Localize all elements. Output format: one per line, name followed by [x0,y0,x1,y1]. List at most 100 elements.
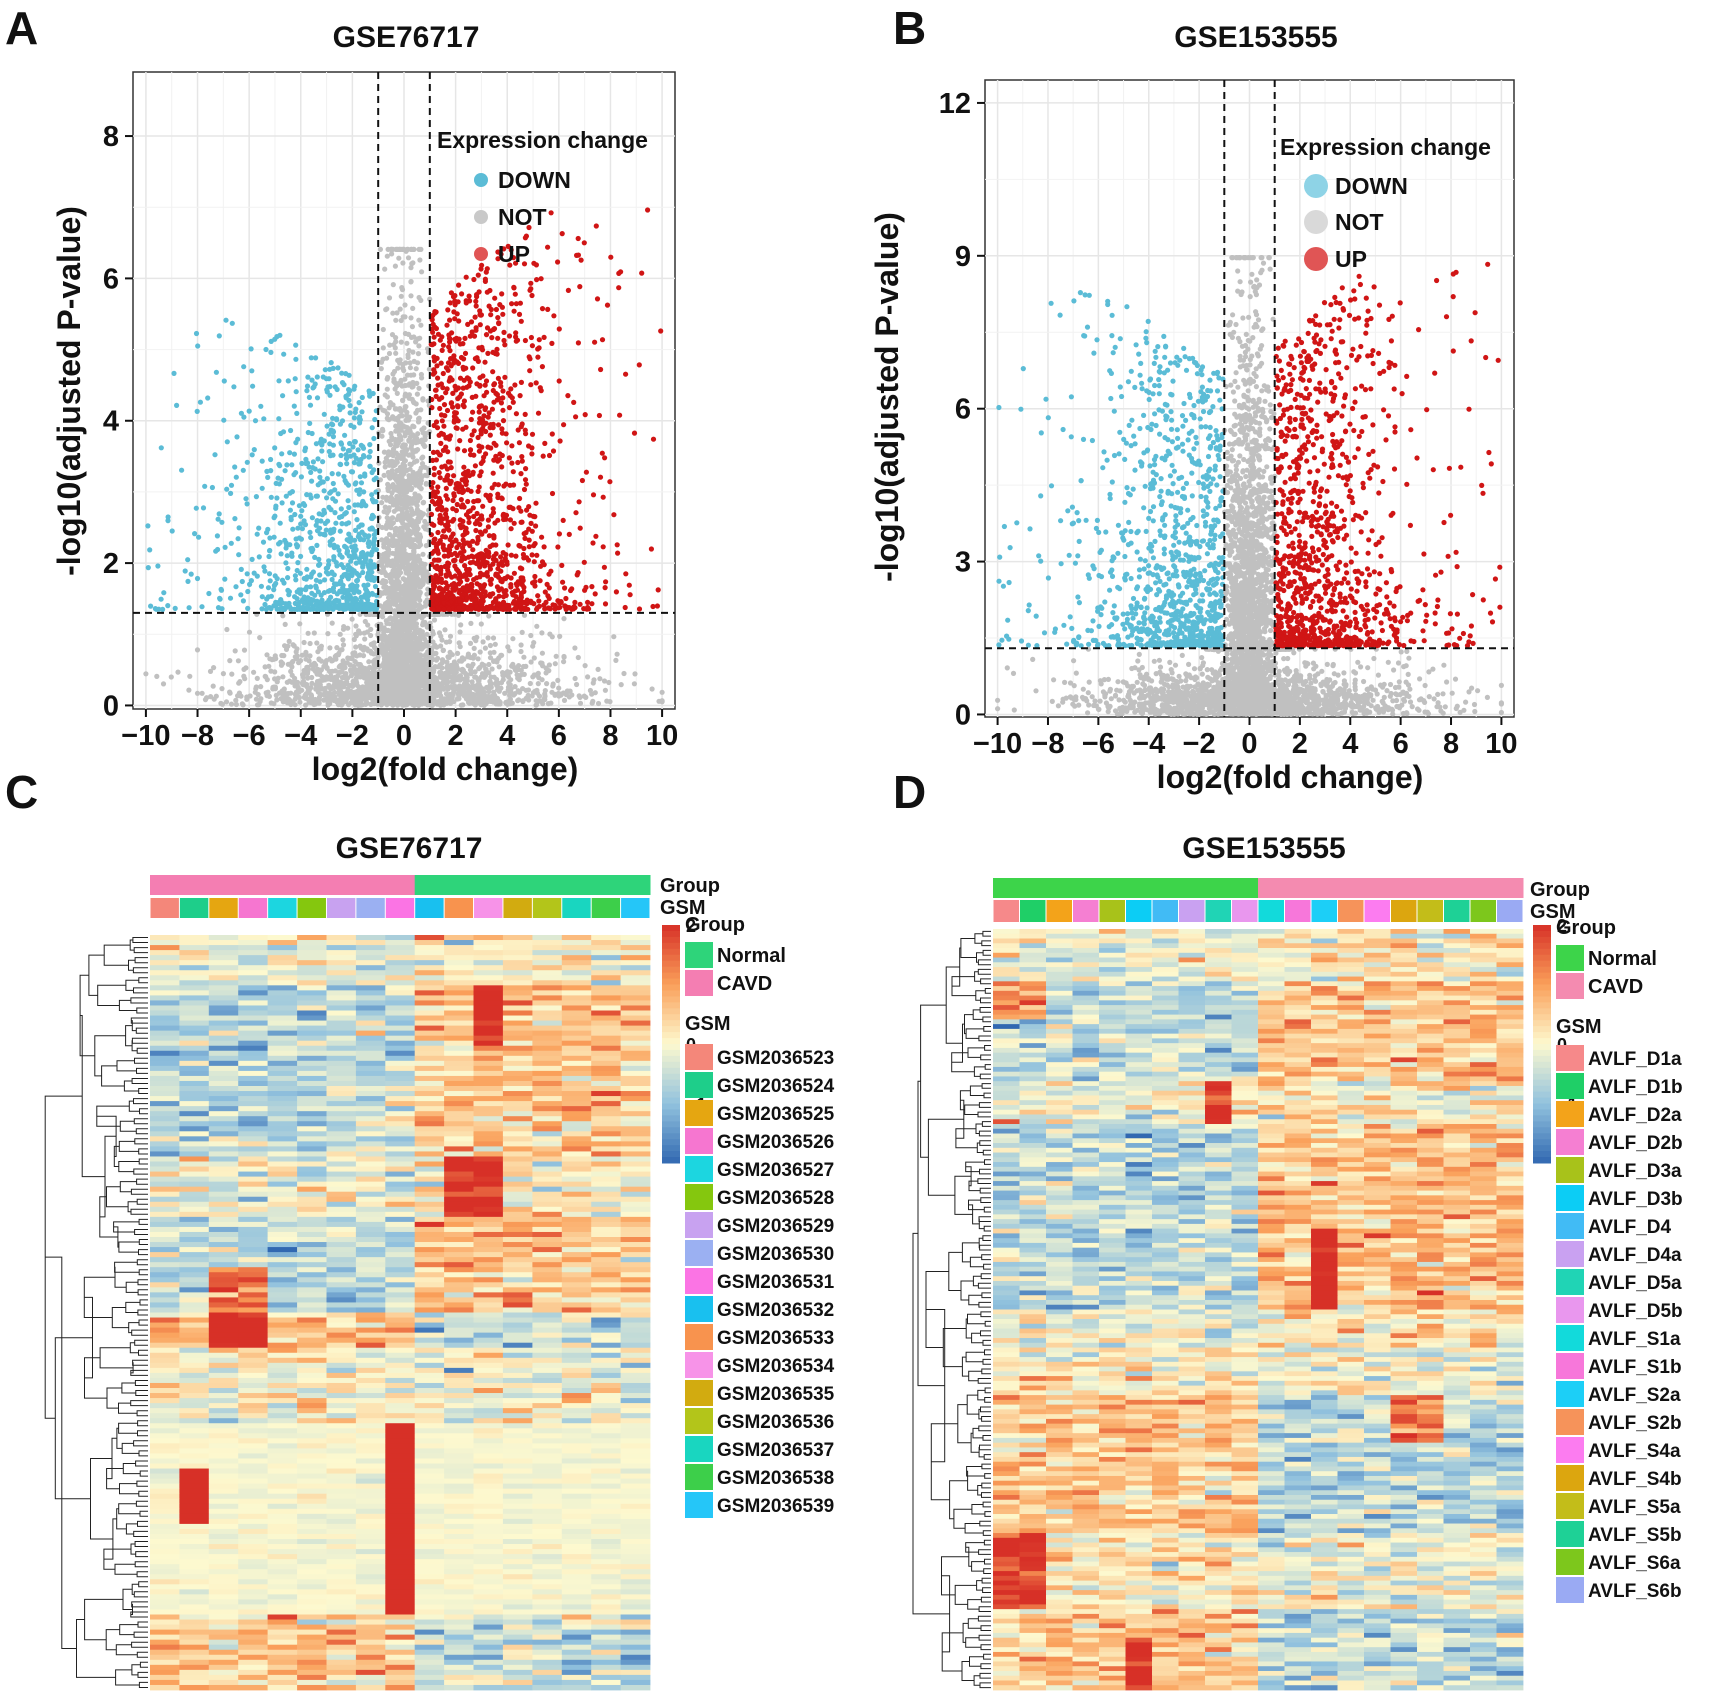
panel-a-point-not-2026 [340,642,347,648]
panel-a-point-down-433 [273,480,279,486]
panel-a-point-down-487 [332,598,338,604]
panel-a-point-not-58 [561,697,568,704]
panel-a-point-not-3418 [417,542,424,548]
panel-a-point-down-867 [324,387,330,393]
panel-a-point-up-184 [536,337,542,343]
panel-a-point-not-3464 [394,659,400,666]
panel-a-point-up-529 [445,472,451,478]
panel-a-point-not-1586 [415,351,421,357]
panel-a-point-up-559 [549,340,555,346]
panel-a-point-not-97 [353,623,359,629]
panel-a-point-down-409 [324,423,330,429]
panel-a-point-down-464 [330,428,336,434]
panel-a-point-up-336 [457,517,463,523]
panel-a-point-not-836 [220,671,226,677]
panel-a-point-down-809 [369,515,375,522]
panel-a-point-down-681 [243,496,249,502]
panel-a-point-down-754 [343,371,349,377]
panel-a-point-down-679 [353,547,359,553]
panel-a-point-not-1188 [492,641,498,647]
panel-a-point-not-2965 [386,405,392,411]
panel-a-point-down-650 [218,586,224,593]
panel-a-point-down-866 [310,465,316,471]
panel-a-point-down-793 [313,493,319,499]
panel-a-point-not-1366 [614,651,620,657]
panel-a-point-not-3160 [186,687,192,693]
panel-a-point-up-423 [471,276,477,283]
panel-a-point-not-3256 [525,692,531,698]
panel-a-point-down-594 [312,592,318,598]
panel-a-point-up-398 [513,330,519,336]
panel-a-point-down-742 [295,525,301,531]
panel-a-point-down-533 [339,513,345,520]
panel-a-point-not-306 [486,661,492,668]
panel-a-point-down-365 [278,430,284,437]
panel-a-point-not-1117 [597,676,603,682]
panel-a-point-up-555 [623,571,629,577]
panel-a-point-not-3289 [401,547,407,553]
panel-a-point-not-1649 [413,366,419,372]
panel-a-point-not-2796 [395,498,401,504]
panel-a-point-down-696 [205,395,211,401]
panel-a-point-not-2973 [380,650,386,656]
panel-a-point-not-3285 [393,440,399,446]
panel-a-point-down-0 [284,553,290,559]
panel-a-point-down-387 [228,490,234,496]
panel-a-point-not-3370 [394,467,400,474]
panel-a-point-not-3416 [391,368,398,375]
panel-a-point-up-558 [438,360,444,366]
panel-a-point-down-598 [182,568,188,574]
panel-a-point-not-3037 [384,515,390,521]
panel-a-point-not-2944 [274,679,280,685]
panel-a-point-down-442 [274,495,280,501]
panel-a-point-not-2139 [202,697,209,703]
panel-a-point-down-856 [349,555,355,561]
panel-a-point-down-555 [327,539,333,545]
panel-a-point-not-3206 [344,695,350,701]
panel-a-point-down-653 [330,365,336,371]
panel-a-point-not-3348 [411,573,417,579]
panel-a-point-up-359 [546,571,552,577]
panel-a-point-down-740 [298,513,304,519]
panel-a-point-down-418 [158,596,164,602]
panel-a-point-down-420 [147,547,153,553]
panel-a-point-not-2415 [194,647,201,653]
panel-a-point-not-1670 [398,339,404,345]
panel-a-point-not-2129 [539,630,545,636]
panel-a-point-not-3450 [313,699,320,705]
panel-a-point-not-485 [384,386,390,392]
panel-a-point-not-641 [396,255,402,261]
panel-a-point-up-366 [509,395,515,401]
panel-a-point-not-3394 [385,557,391,563]
panel-a-point-down-871 [304,606,310,612]
panel-a-point-not-3466 [491,658,497,665]
panel-a-point-down-715 [318,592,324,598]
panel-a-point-not-3292 [399,621,405,628]
panel-a-point-down-505 [194,575,201,582]
panel-a-point-down-859 [279,451,285,457]
panel-a-point-not-2885 [415,439,421,445]
panel-a-point-not-1704 [353,644,359,650]
panel-a-point-not-2980 [405,255,412,261]
panel-a-point-not-3442 [555,677,561,684]
panel-a-point-down-243 [323,527,329,533]
panel-a-point-not-963 [337,631,343,637]
panel-a-point-not-1752 [301,639,307,646]
panel-a-point-not-1139 [254,675,260,682]
panel-a-point-down-136 [248,578,254,584]
panel-a-point-down-329 [258,583,264,589]
panel-a-point-not-1793 [340,637,346,643]
panel-a-point-not-3434 [517,689,523,695]
panel-a-point-not-3336 [237,679,243,685]
panel-a-point-not-2249 [456,658,463,664]
panel-a-point-down-324 [251,570,257,576]
panel-a-point-down-382 [307,402,314,408]
panel-a-point-not-37 [424,591,430,597]
panel-a-point-up-154 [601,564,608,570]
panel-a-point-not-2884 [521,654,527,660]
panel-a-point-up-296 [447,317,453,323]
panel-a-point-down-129 [284,462,290,468]
panel-a-point-down-879 [302,448,308,454]
panel-a-point-not-2734 [408,293,414,299]
panel-a-point-down-297 [192,531,198,537]
